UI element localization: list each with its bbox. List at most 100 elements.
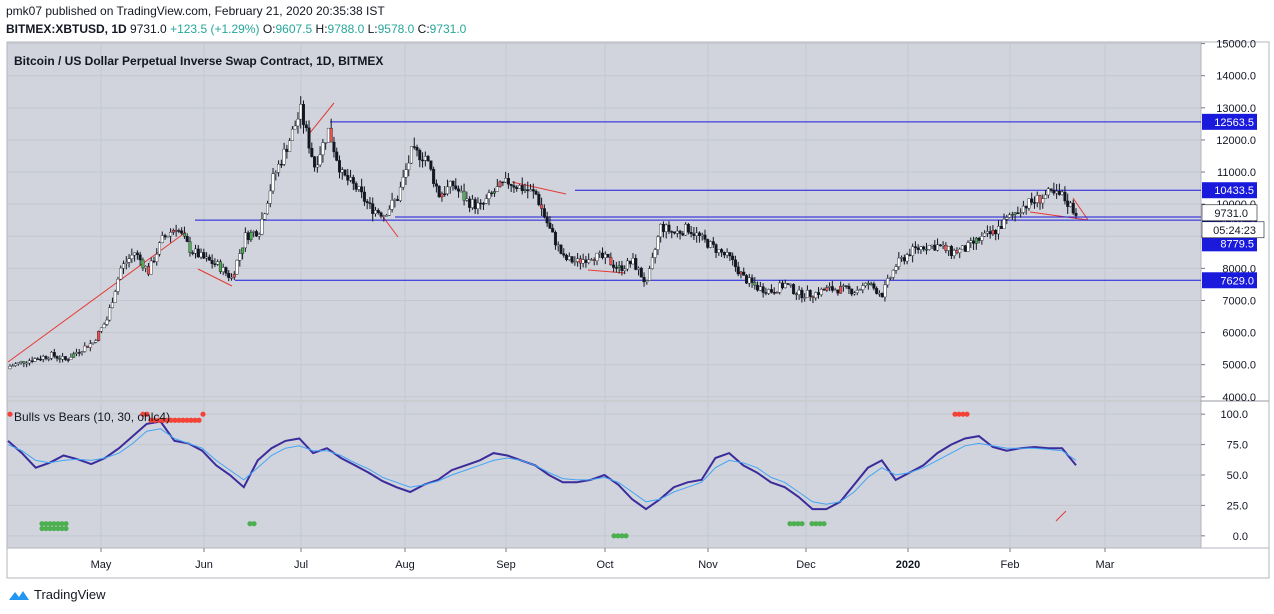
candle-body: [440, 193, 444, 198]
bull-signal-dot: [63, 525, 69, 532]
candle-body: [14, 363, 18, 366]
candle-body: [495, 186, 499, 192]
candle-body: [88, 343, 92, 348]
bull-signal-dot: [623, 533, 629, 539]
candle-body: [1055, 191, 1059, 194]
last-price-tag-label: 9731.0: [1214, 208, 1248, 220]
candle-body: [531, 189, 535, 192]
candle-body: [337, 160, 341, 173]
candle-body: [490, 192, 494, 195]
candle-body: [706, 239, 710, 248]
candle-body: [50, 352, 54, 359]
candle-body: [63, 356, 67, 360]
bear-signal-dot: [200, 411, 206, 417]
candle-body: [274, 172, 278, 174]
candle-body: [343, 169, 347, 176]
candle-body: [814, 292, 818, 299]
open-label: O:: [262, 22, 276, 36]
candle-body: [905, 254, 909, 262]
time-tick-label: 2020: [896, 559, 920, 571]
candle-body: [443, 193, 447, 195]
candle-body: [326, 127, 330, 143]
candle-body: [412, 146, 416, 148]
candle-body: [105, 319, 109, 325]
bear-signal-dot: [140, 411, 146, 417]
candle-body: [396, 199, 400, 201]
bear-signal-dot: [192, 417, 198, 423]
candle-body: [468, 198, 472, 208]
candle-body: [180, 230, 184, 234]
candle-body: [1068, 202, 1072, 207]
candle-body: [329, 127, 333, 143]
candle-body: [360, 186, 364, 193]
candle-body: [955, 250, 959, 254]
candle-body: [69, 357, 73, 360]
candle-body: [1041, 198, 1045, 204]
candle-body: [922, 246, 926, 250]
candle-body: [479, 202, 483, 205]
candle-body: [122, 263, 126, 269]
candle-body: [470, 199, 474, 208]
candle-body: [504, 178, 508, 183]
candle-body: [700, 234, 704, 237]
candle-body: [235, 259, 239, 275]
oscillator-tick-label: 50.0: [1227, 470, 1248, 482]
candle-body: [1021, 205, 1025, 213]
candle-body: [728, 252, 732, 257]
price-level-tag-label: 10433.5: [1214, 185, 1254, 197]
candle-body: [565, 255, 569, 260]
candle-body: [254, 231, 258, 237]
tradingview-brand[interactable]: TradingView: [8, 587, 106, 602]
candle-body: [407, 162, 411, 171]
trendline: [1072, 197, 1089, 221]
candle-body: [459, 190, 463, 193]
candle-body: [805, 290, 809, 298]
candle-body: [249, 232, 253, 241]
candle-body: [315, 164, 319, 168]
candle-body: [678, 230, 682, 234]
candle-body: [750, 277, 754, 283]
candle-body: [310, 147, 314, 157]
candle-body: [41, 356, 45, 360]
candle-body: [321, 142, 325, 156]
candle-body: [158, 242, 162, 255]
candle-body: [553, 232, 557, 246]
candle-body: [116, 278, 120, 292]
price-change: +123.5 (+1.29%): [170, 22, 260, 36]
candle-body: [800, 289, 804, 299]
candle-body: [850, 288, 854, 295]
bear-signal-dot: [160, 417, 166, 423]
candle-body: [578, 258, 582, 264]
candle-body: [243, 232, 247, 249]
candle-body: [371, 203, 375, 214]
oscillator-axis[interactable]: 100.0 75.0 50.0 25.0 0.0: [1201, 409, 1248, 543]
candle-body: [1044, 194, 1048, 199]
candle-body: [692, 233, 696, 236]
candle-body: [33, 358, 37, 362]
candle-body: [551, 228, 555, 233]
candle-body: [30, 360, 34, 362]
candle-body: [241, 247, 245, 254]
candle-body: [996, 226, 1000, 235]
candle-body: [493, 191, 497, 194]
candle-body: [670, 231, 674, 233]
time-tick-label: Nov: [698, 559, 718, 571]
candle-body: [969, 240, 973, 243]
candle-body: [379, 212, 383, 217]
candle-body: [110, 302, 114, 309]
candle-body: [673, 231, 677, 234]
candle-body: [852, 292, 856, 295]
symbol[interactable]: BITMEX:XBTUSD, 1D: [6, 22, 127, 36]
candle-body: [509, 183, 513, 186]
candle-body: [977, 237, 981, 241]
time-axis[interactable]: May Jun Jul Aug Sep Oct Nov Dec 2020 Feb Mar: [91, 548, 1115, 571]
time-tick-label: May: [91, 559, 112, 571]
candle-body: [991, 230, 995, 235]
price-tick-label: 11000.0: [1217, 167, 1256, 179]
main-pane[interactable]: [7, 42, 1201, 400]
candle-body: [797, 289, 801, 295]
open-value: 9607.5: [275, 22, 313, 36]
candle-body: [97, 331, 101, 341]
bull-signal-dot: [821, 521, 827, 527]
candle-body: [230, 277, 234, 279]
